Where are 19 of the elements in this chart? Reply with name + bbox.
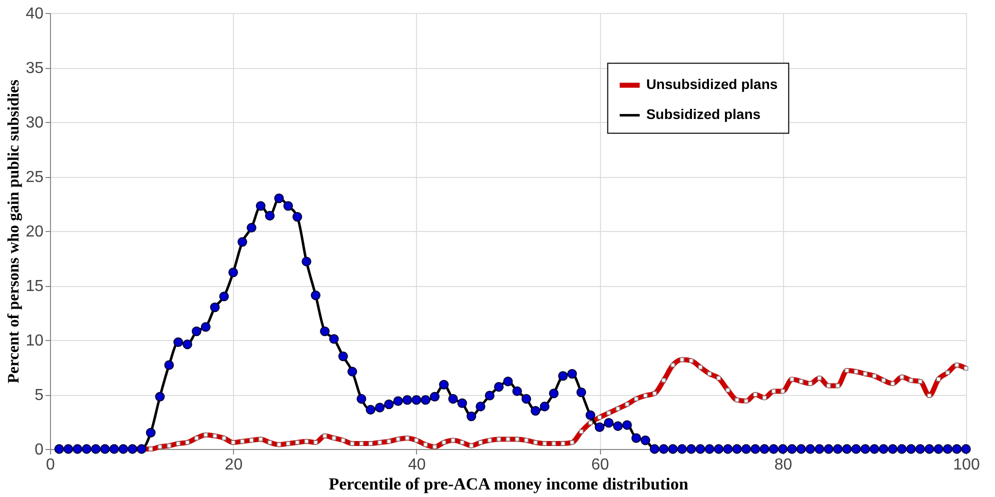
y-tick-label: 25 bbox=[26, 169, 44, 186]
legend-label: Unsubsidized plans bbox=[646, 76, 778, 92]
x-tick-label: 100 bbox=[953, 456, 980, 474]
y-tick-label: 20 bbox=[26, 224, 44, 240]
y-tick-label: 0 bbox=[34, 442, 44, 458]
y-tick-label: 15 bbox=[26, 278, 44, 295]
x-tick-label: 0 bbox=[46, 456, 56, 474]
x-tick-label: 80 bbox=[774, 456, 792, 474]
y-tick-label: 10 bbox=[26, 332, 44, 350]
y-axis-title: Percent of persons who gain public subsidies bbox=[6, 80, 23, 384]
legend-label: Subsidized plans bbox=[646, 106, 761, 122]
x-tick-label: 20 bbox=[224, 456, 243, 474]
y-tick-label: 40 bbox=[26, 6, 44, 22]
x-tick-label: 40 bbox=[408, 456, 426, 474]
x-tick-label: 60 bbox=[591, 456, 610, 474]
y-tick-label: 5 bbox=[34, 387, 44, 404]
y-tick-label: 35 bbox=[26, 60, 44, 77]
y-tick-label: 30 bbox=[26, 114, 44, 132]
x-axis-title: Percentile of pre-ACA money income distribution bbox=[328, 474, 689, 494]
